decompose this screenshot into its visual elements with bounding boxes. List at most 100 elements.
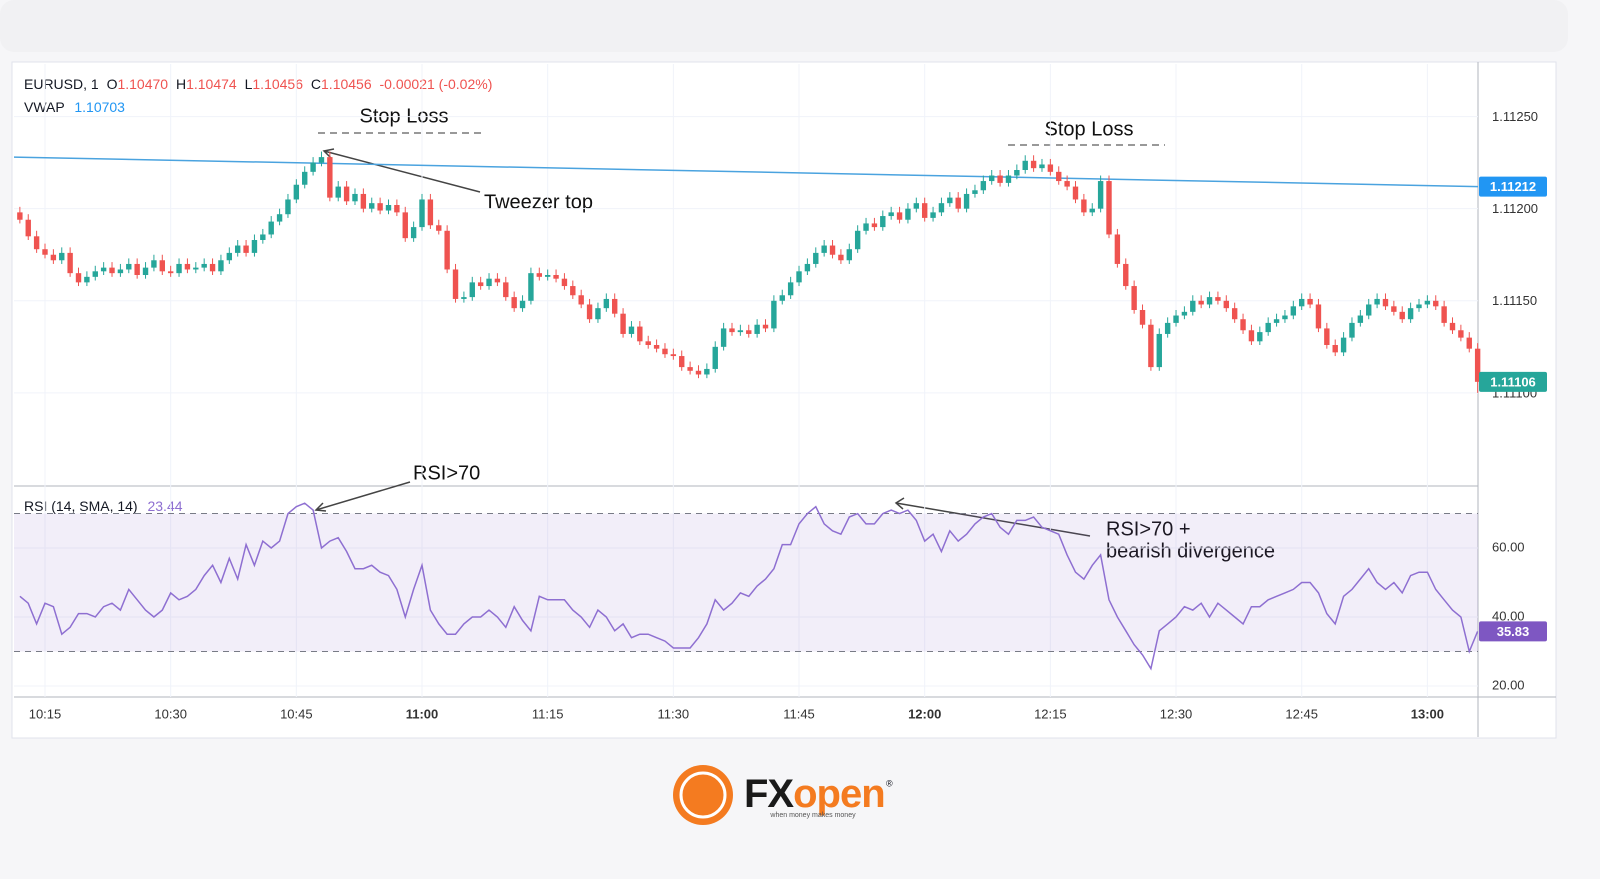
candle-body — [226, 252, 233, 261]
rsi-tag-bg — [1479, 621, 1547, 642]
candle-body — [33, 236, 40, 250]
candle-body — [888, 212, 894, 217]
candle-body — [595, 308, 601, 320]
candle-body — [997, 175, 1003, 183]
candle-body — [50, 254, 57, 261]
candle-body — [896, 212, 903, 220]
candle-body — [1332, 345, 1338, 353]
candle-body — [209, 263, 216, 272]
candle-body — [1299, 298, 1305, 307]
candle-body — [452, 269, 459, 299]
candle-body — [804, 263, 811, 272]
candle-body — [427, 199, 434, 226]
rsi-legend: RSI (14, SMA, 14) 23.44 — [24, 498, 183, 514]
candle-body — [1399, 311, 1405, 320]
price-tag: 1.11106 — [1490, 374, 1536, 389]
candle-body — [854, 230, 861, 250]
candle-body — [218, 260, 224, 272]
candle-body — [1382, 298, 1389, 307]
candle-body — [302, 171, 308, 185]
candle-body — [461, 297, 467, 299]
candle-body — [1273, 319, 1280, 323]
candle-body — [980, 181, 987, 191]
candle-body — [1005, 175, 1012, 183]
candle-body — [385, 205, 392, 211]
logo-mark: ® — [886, 778, 893, 788]
ohlc-value: 1.10474 — [186, 76, 237, 92]
candle-body — [369, 203, 375, 209]
candle-body — [285, 199, 291, 215]
candle-body — [167, 271, 174, 274]
candle-body — [1181, 311, 1188, 316]
logo-tagline: when money makes money — [769, 812, 856, 819]
ohlc-key: C — [311, 76, 321, 92]
y-tick-label: 1.11200 — [1492, 201, 1538, 216]
candle-body — [1089, 208, 1095, 213]
candle-body — [1056, 171, 1062, 182]
candle-body — [1106, 181, 1112, 235]
candle-body — [1290, 306, 1297, 316]
candle-body — [653, 345, 660, 349]
candle-body — [913, 203, 920, 209]
candle-body — [972, 190, 978, 194]
y-tick-label: 1.11150 — [1492, 293, 1537, 308]
x-tick-label: 11:45 — [783, 706, 815, 721]
vwap-label: VWAP — [24, 99, 64, 115]
candle-body — [276, 214, 283, 222]
candle-body — [335, 186, 341, 198]
candle-body — [310, 162, 316, 172]
candle-body — [813, 252, 819, 264]
candle-body — [662, 348, 668, 355]
candle-body — [327, 157, 333, 198]
annotation-arrow — [894, 497, 1091, 537]
logo-open: open — [793, 772, 885, 816]
candle-body — [519, 300, 526, 309]
candle-body — [402, 212, 408, 239]
candle-body — [1081, 199, 1087, 213]
candle-body — [561, 278, 568, 287]
x-tick-label: 12:30 — [1160, 706, 1193, 721]
candle-body — [1340, 337, 1347, 353]
candle-body — [260, 234, 266, 240]
candle-body — [343, 186, 350, 202]
candle-body — [612, 298, 618, 314]
candle-body — [1064, 181, 1070, 187]
candle-body — [1206, 297, 1213, 305]
logo-fx: FX — [744, 772, 794, 816]
candle-body — [1307, 298, 1313, 305]
candle-body — [704, 368, 710, 375]
candle-body — [243, 245, 249, 253]
y-tick-label: 60.00 — [1492, 539, 1525, 554]
candle-body — [628, 326, 635, 334]
candle-body — [293, 184, 300, 200]
candle-body — [1173, 315, 1179, 323]
candle-body — [109, 267, 115, 274]
candle-body — [1039, 164, 1045, 169]
x-tick-label: 10:45 — [280, 706, 313, 721]
candle-body — [1424, 300, 1431, 305]
x-tick-label: 11:15 — [532, 706, 564, 721]
candle-body — [75, 273, 82, 283]
candle-body — [511, 297, 517, 309]
candle-body — [193, 267, 199, 270]
candle-body — [578, 295, 584, 305]
x-tick-label: 10:30 — [154, 706, 187, 721]
candle-body — [1097, 181, 1104, 209]
candle-body — [1198, 300, 1204, 305]
x-tick-label: 11:00 — [406, 706, 439, 721]
vwap-legend: VWAP 1.10703 — [24, 99, 125, 115]
candle-body — [1030, 160, 1037, 169]
x-tick-label: 11:30 — [658, 706, 690, 721]
candle-body — [477, 282, 484, 287]
candle-body — [989, 175, 995, 182]
annotation-arrow — [322, 148, 481, 193]
candle-body — [871, 223, 878, 228]
y-tick-label: 20.00 — [1492, 677, 1525, 692]
candle-body — [695, 370, 702, 375]
ohlc-value: 1.10456 — [252, 76, 303, 92]
candle-body — [1391, 306, 1397, 312]
candle-body — [1474, 348, 1481, 382]
candle-body — [754, 324, 760, 334]
candle-body — [603, 298, 610, 309]
